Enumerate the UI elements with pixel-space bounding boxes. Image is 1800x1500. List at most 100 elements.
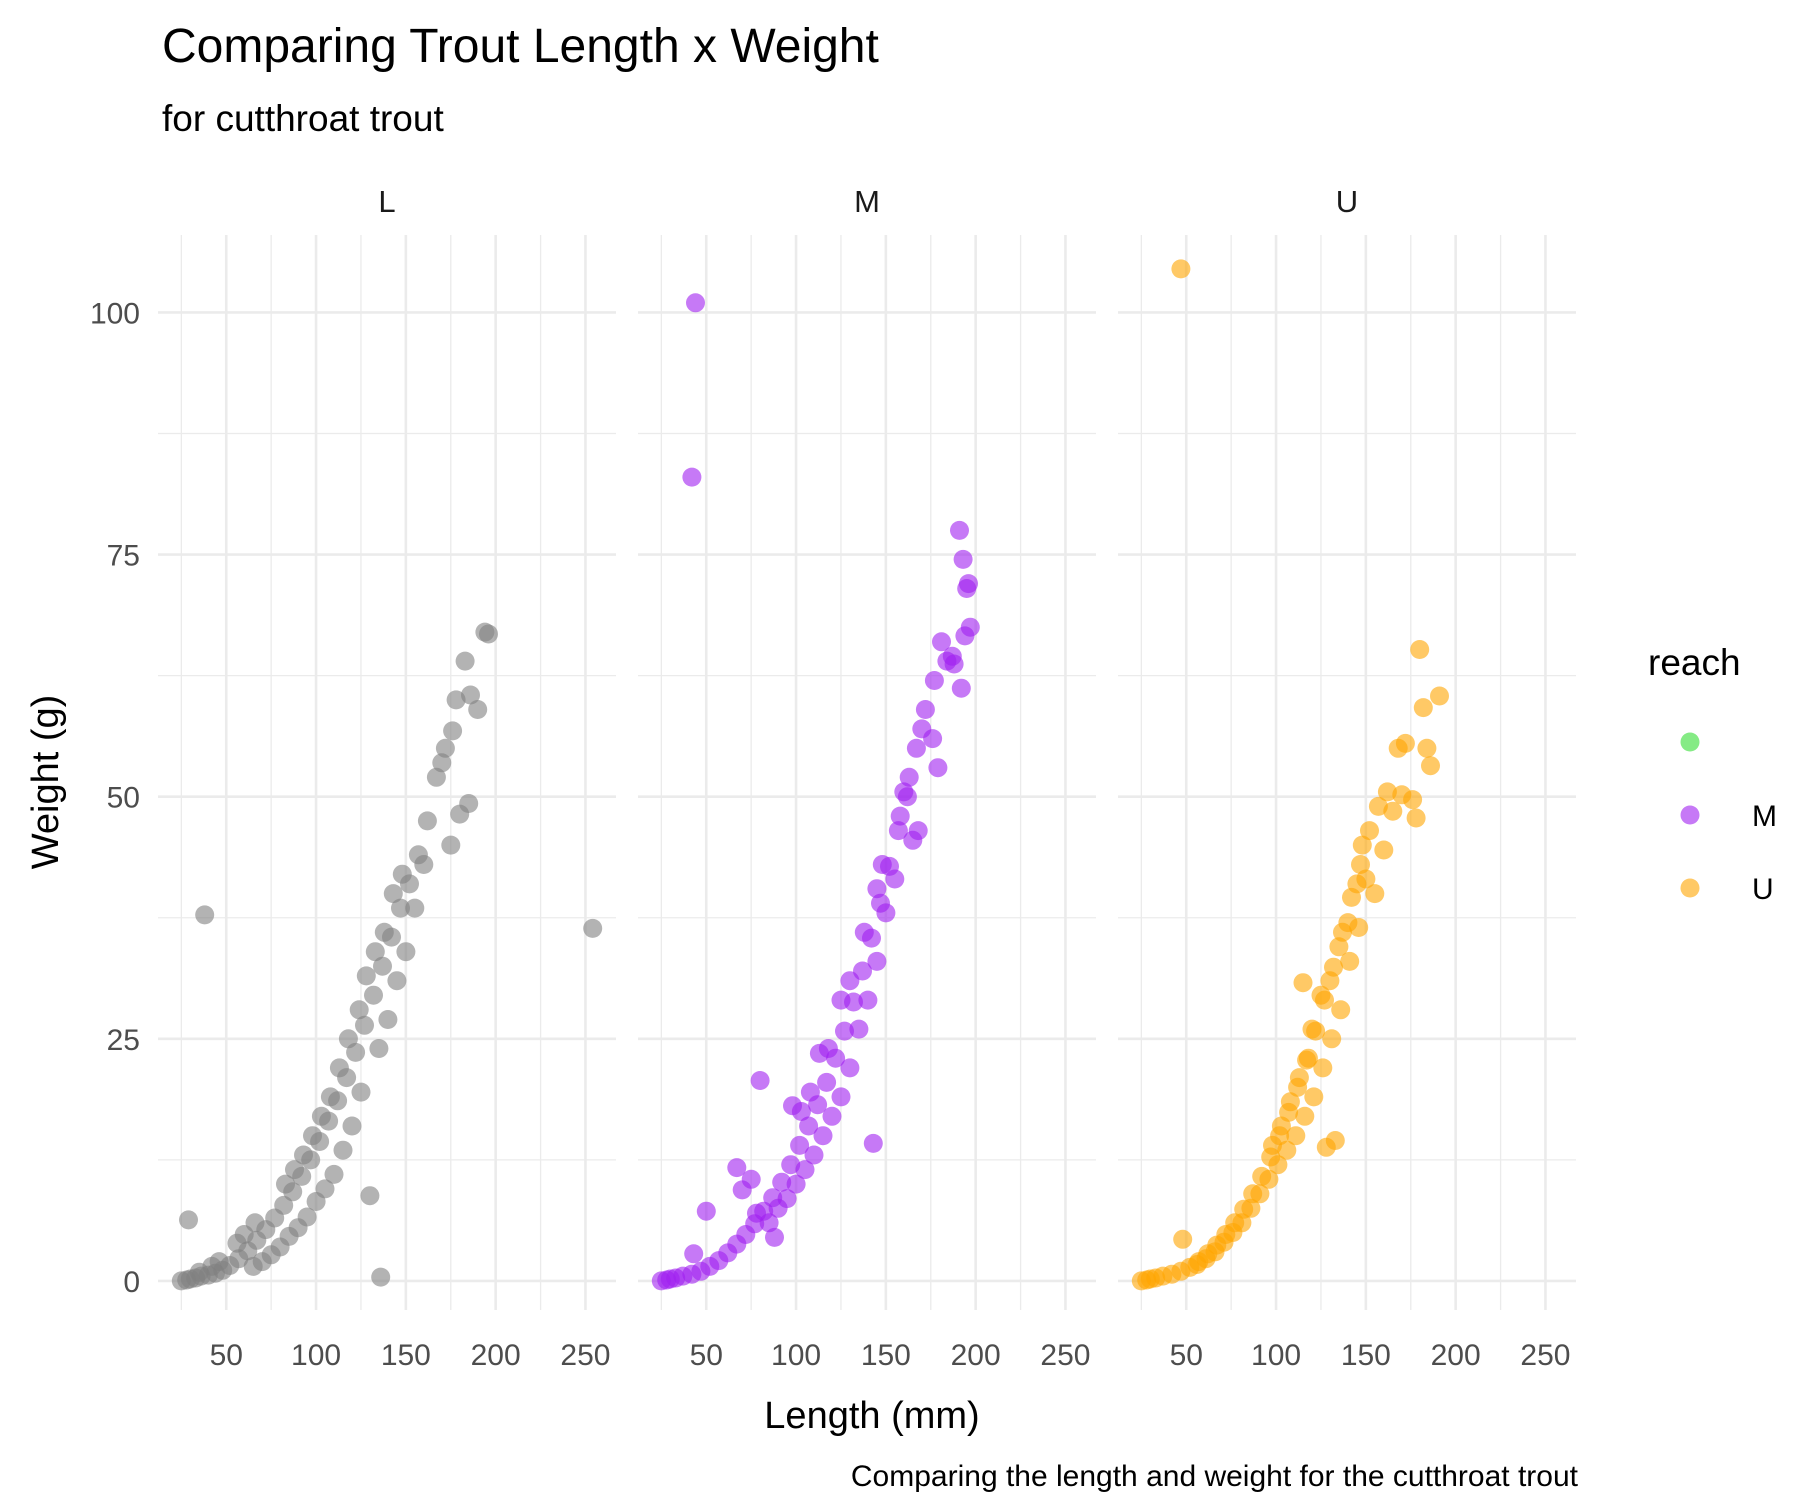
data-point: [772, 1172, 792, 1192]
data-point: [800, 1082, 820, 1102]
data-point: [349, 1000, 369, 1020]
data-point: [928, 758, 948, 778]
data-point: [1338, 913, 1358, 933]
data-point: [432, 753, 452, 773]
data-point: [1277, 1140, 1297, 1160]
data-point: [320, 1087, 340, 1107]
data-point: [285, 1160, 304, 1180]
data-point: [1368, 796, 1388, 816]
data-point: [227, 1233, 247, 1253]
data-point: [459, 794, 479, 813]
data-point: [1286, 1126, 1306, 1146]
data-point: [426, 767, 446, 787]
data-point: [867, 879, 887, 899]
data-point: [1351, 855, 1370, 874]
data-point: [944, 654, 964, 674]
data-point: [750, 1071, 770, 1090]
data-point: [1383, 801, 1403, 821]
data-point: [863, 1133, 883, 1153]
data-point: [795, 1160, 815, 1180]
data-point: [455, 651, 475, 671]
y-tick-label: 50: [107, 782, 140, 815]
data-point: [1392, 785, 1412, 805]
data-point: [417, 811, 437, 831]
data-point: [306, 1192, 326, 1211]
data-point: [741, 1169, 761, 1189]
data-point: [759, 1213, 779, 1233]
data-point: [890, 806, 910, 826]
data-point: [1322, 1029, 1342, 1049]
data-point: [195, 905, 215, 925]
data-point: [817, 1072, 837, 1092]
data-point: [245, 1213, 265, 1233]
x-tick-label: 200: [951, 1339, 1001, 1372]
data-point: [727, 1158, 747, 1178]
data-point: [1295, 1106, 1315, 1126]
data-point: [243, 1256, 263, 1276]
data-point: [311, 1106, 331, 1126]
data-point: [924, 671, 944, 690]
legend-entry: U: [1680, 873, 1774, 906]
data-point: [950, 520, 969, 540]
data-point: [912, 719, 932, 739]
data-point: [414, 855, 434, 874]
legend-key: [1680, 878, 1700, 898]
data-point: [903, 830, 923, 850]
facet-panel-M: M 50 100 150 200 250: [638, 184, 1096, 1372]
data-point: [274, 1195, 294, 1215]
legend-entry: M: [1680, 800, 1777, 833]
data-point: [831, 990, 851, 1010]
x-tick-label: 50: [210, 1339, 243, 1372]
data-point: [364, 985, 383, 1005]
data-point: [867, 951, 887, 971]
data-point: [1395, 733, 1415, 753]
data-point: [804, 1145, 824, 1165]
x-tick-label: 150: [1341, 1339, 1391, 1372]
data-point: [371, 1267, 391, 1287]
x-tick-label: 100: [771, 1339, 821, 1372]
data-point: [840, 971, 860, 991]
y-tick-label: 0: [123, 1266, 140, 1299]
data-point: [360, 1186, 380, 1206]
y-axis-title: Weight (g): [25, 695, 67, 870]
data-point: [1304, 1087, 1324, 1107]
data-point: [303, 1126, 322, 1146]
legend-entry: [1680, 732, 1700, 752]
chart-caption: Comparing the length and weight for the …: [851, 1460, 1579, 1493]
data-point: [1413, 698, 1433, 718]
data-point: [854, 922, 874, 942]
data-point: [1377, 782, 1397, 802]
data-point: [1302, 1019, 1322, 1039]
data-point: [441, 835, 461, 855]
data-point: [351, 1082, 371, 1102]
x-tick-label: 150: [861, 1339, 911, 1372]
data-point: [831, 1087, 851, 1107]
data-point: [1417, 738, 1437, 758]
data-point: [333, 1140, 353, 1160]
data-point: [951, 678, 971, 698]
y-tick-label: 25: [107, 1024, 140, 1057]
data-point: [1421, 756, 1440, 776]
x-tick-label: 150: [381, 1339, 431, 1372]
data-point: [392, 864, 412, 884]
y-tick-label: 75: [107, 540, 140, 573]
data-point: [684, 1244, 704, 1264]
data-point: [583, 918, 603, 938]
data-point: [329, 1058, 349, 1078]
data-point: [915, 700, 935, 719]
data-point: [1298, 1048, 1318, 1068]
data-point: [1171, 259, 1191, 279]
legend-label: M: [1752, 800, 1777, 833]
data-point: [790, 1135, 810, 1155]
data-point: [818, 1039, 838, 1058]
data-point: [955, 626, 975, 646]
data-point: [1263, 1135, 1282, 1155]
data-point: [1311, 985, 1331, 1005]
data-point: [768, 1198, 788, 1218]
data-point: [391, 898, 410, 918]
data-point: [876, 903, 896, 923]
data-point: [682, 467, 702, 487]
data-point: [405, 898, 425, 918]
data-point: [369, 1039, 389, 1058]
